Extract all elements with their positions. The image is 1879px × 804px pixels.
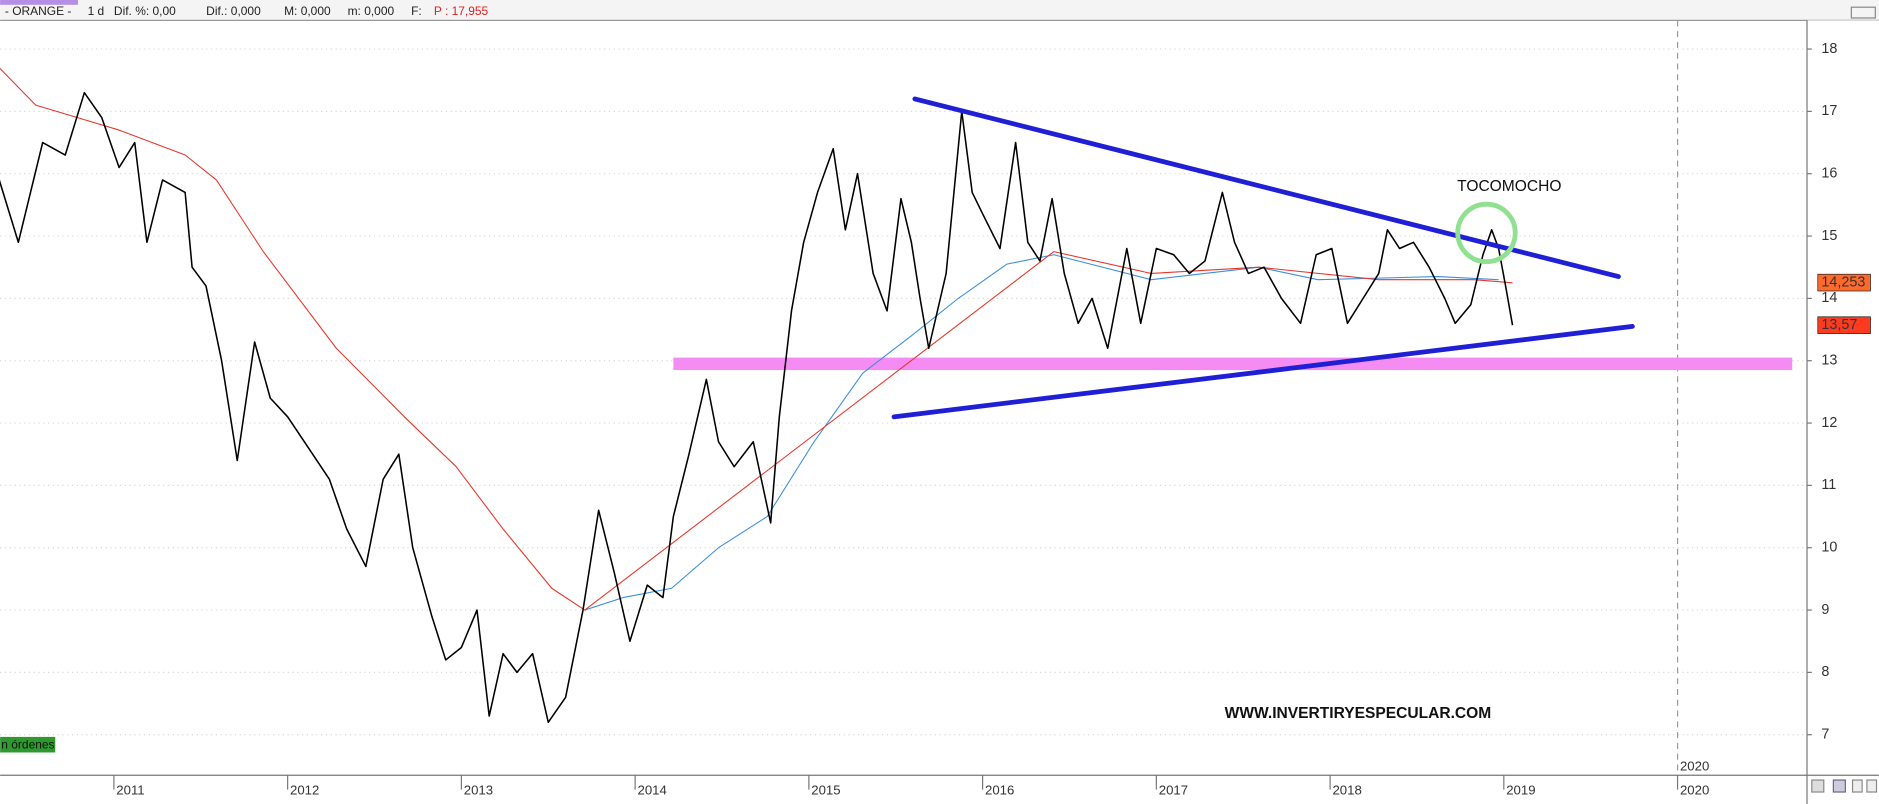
header-item: M: 0,000 bbox=[284, 4, 331, 18]
x-tick-label: 2014 bbox=[638, 782, 667, 797]
annotations-back bbox=[673, 357, 1793, 371]
header-item: - ORANGE - bbox=[5, 4, 72, 18]
header-text: - ORANGE - 1 d Dif. %: 0,00 Dif.: 0,000 … bbox=[5, 4, 489, 18]
x-tick-label: 2011 bbox=[116, 782, 144, 797]
y-axis-panel bbox=[1807, 20, 1879, 804]
y-tick-label: 16 bbox=[1821, 166, 1837, 182]
series-line bbox=[0, 91, 1514, 724]
y-tick-label: 13 bbox=[1821, 353, 1837, 369]
x-tick-label: 2020 bbox=[1680, 782, 1709, 797]
y-tick-label: 18 bbox=[1821, 41, 1837, 57]
x-tick-label: 2018 bbox=[1332, 782, 1361, 797]
header-item: 1 d bbox=[88, 4, 105, 18]
y-tick-label: 15 bbox=[1821, 228, 1837, 244]
series-line bbox=[0, 67, 1513, 611]
trendline bbox=[891, 324, 1635, 420]
y-tick-label: 17 bbox=[1821, 103, 1837, 119]
annotation: TOCOMOCHO bbox=[1457, 178, 1561, 195]
price-label: 14,253 bbox=[1821, 274, 1865, 290]
y-tick-label: 11 bbox=[1821, 477, 1836, 493]
toolbar-icons bbox=[1811, 779, 1878, 793]
x-tick-label: 2012 bbox=[290, 782, 319, 797]
support-band bbox=[673, 357, 1793, 371]
header-item: Dif.: 0,000 bbox=[206, 4, 261, 18]
header-item: Dif. %: 0,00 bbox=[114, 4, 176, 18]
y-tick-label: 8 bbox=[1821, 664, 1829, 680]
header-item: P : 17,955 bbox=[434, 4, 489, 18]
annotations-front bbox=[891, 96, 1635, 420]
x-tick-label: 2013 bbox=[464, 782, 493, 797]
watermark: WWW.INVERTIRYESPECULAR.COM bbox=[1225, 705, 1492, 722]
price-label-bg bbox=[1817, 273, 1871, 292]
header-bar bbox=[0, 0, 1879, 21]
y-tick-label: 9 bbox=[1821, 602, 1829, 618]
series-line bbox=[584, 254, 1499, 611]
icon[interactable] bbox=[1832, 779, 1846, 793]
y-tick-label: 12 bbox=[1821, 415, 1837, 431]
price-label-bg bbox=[1817, 316, 1871, 334]
header-item: F: bbox=[411, 4, 422, 18]
x-tick-label: 2017 bbox=[1159, 782, 1188, 797]
y-tick-label: 14 bbox=[1821, 290, 1837, 306]
price-label: 13,57 bbox=[1821, 317, 1857, 333]
x-tick-label: 2019 bbox=[1506, 782, 1535, 797]
header-tab bbox=[0, 0, 78, 5]
trendline bbox=[912, 96, 1621, 279]
badge-bg bbox=[0, 736, 56, 753]
icon[interactable] bbox=[1851, 779, 1863, 793]
x-tick-label: 2015 bbox=[811, 782, 840, 797]
y-tick-label: 10 bbox=[1821, 540, 1837, 556]
highlight-circle bbox=[1455, 201, 1518, 265]
window-button[interactable] bbox=[1850, 6, 1876, 19]
badge: n órdenes bbox=[1, 737, 54, 751]
y-tick-label: 7 bbox=[1821, 727, 1829, 743]
series bbox=[0, 67, 1514, 724]
header-item: m: 0,000 bbox=[348, 4, 395, 18]
vertical-marker-label: 2020 bbox=[1680, 758, 1709, 773]
x-tick-label: 2016 bbox=[985, 782, 1014, 797]
icon[interactable] bbox=[1866, 779, 1878, 793]
icon[interactable] bbox=[1811, 779, 1825, 793]
